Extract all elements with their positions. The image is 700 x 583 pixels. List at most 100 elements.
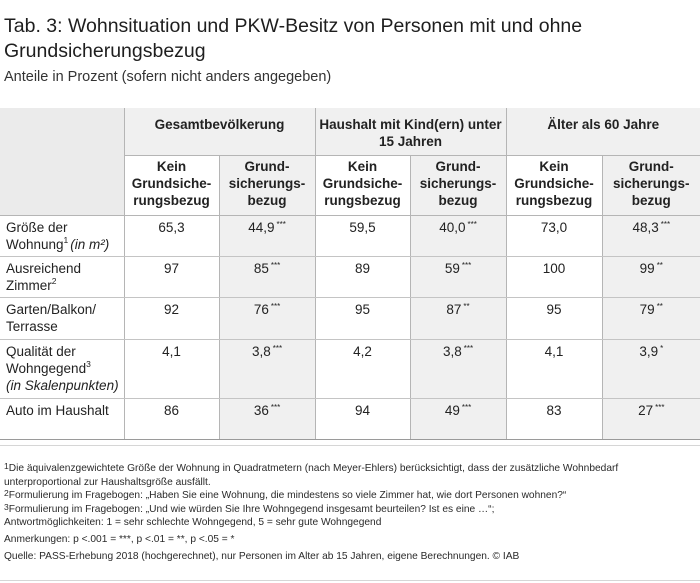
row-label-footnote-marker: 2 — [51, 275, 57, 286]
subheader-bezug: Grund­sicherungs­bezug — [218, 155, 316, 215]
cell-value: 59,5 — [349, 219, 376, 235]
footnote-3-answers: Antwortmöglichkeiten: 1 = sehr schlechte… — [4, 517, 382, 529]
cell-value: 49 — [444, 402, 460, 418]
table-cell: 95 — [314, 297, 411, 340]
table-cell: 59,5 — [314, 215, 411, 257]
row-label-unit: (in m²) — [70, 236, 110, 252]
row-label-text: Ausreichend Zimmer — [6, 260, 82, 293]
table-cell: 40,0 *** — [409, 215, 507, 257]
table-cell: 97 — [123, 256, 219, 298]
cell-value: 95 — [546, 301, 562, 317]
cell-value: 44,9 — [248, 219, 275, 235]
table-cell: 3,9 * — [601, 339, 700, 399]
table-cell: 100 — [505, 256, 603, 298]
footnote-3-marker: 3 — [4, 501, 9, 512]
table-cell: 92 — [123, 297, 219, 340]
cell-value: 4,2 — [353, 343, 372, 359]
footnote-2-marker: 2 — [4, 488, 9, 499]
cell-value: 3,8 — [442, 343, 462, 359]
subheader-kein: Kein Grundsiche­rungsbezug — [123, 155, 219, 215]
source: Quelle: PASS-Erhebung 2018 (hochgerechne… — [4, 550, 520, 562]
cell-value: 27 — [638, 402, 654, 418]
significance-marker: *** — [461, 260, 472, 270]
table-cell: 79 ** — [601, 297, 700, 340]
cell-value: 4,1 — [544, 343, 564, 359]
cell-value: 86 — [163, 402, 180, 418]
table-cell: 44,9 *** — [218, 215, 316, 257]
cell-value: 76 — [253, 301, 269, 317]
cell-value: 92 — [163, 301, 180, 317]
cell-value: 4,1 — [162, 343, 181, 359]
footnote-2-text: Formulierung im Fragebogen: „Haben Sie e… — [8, 490, 567, 502]
table-subtitle: Anteile in Prozent (sofern nicht anders … — [4, 69, 332, 85]
significance-marker: *** — [270, 260, 281, 270]
footnote-1-text: Die äquivalenzgewichtete Größe der Wohnu… — [4, 463, 619, 488]
footnote-1-marker: 1 — [4, 461, 9, 471]
footnotes: 1Die äquivalenzgewichtete Größe der Wohn… — [4, 461, 694, 563]
footnote-2: 2Formulierung im Fragebogen: „Haben Sie … — [4, 488, 694, 503]
cell-value: 79 — [639, 301, 655, 317]
significance-marker: *** — [467, 219, 477, 229]
remarks: Anmerkungen: p <.001 = ***, p <.01 = **,… — [4, 533, 235, 545]
cell-value: 87 — [446, 301, 462, 317]
footnote-3-text: Formulierung im Fragebogen: „Und wie wür… — [8, 503, 495, 515]
table-cell: 73,0 — [505, 215, 603, 257]
table-cell: 89 — [314, 256, 411, 298]
table-row: Qualität der Wohngegend3 (in Skalenpunkte… — [0, 339, 700, 399]
table-cell: 87 ** — [409, 297, 507, 340]
group-header-gesamt: Gesamtbevölkerung — [123, 108, 316, 156]
significance-marker: *** — [655, 402, 665, 412]
table-cell: 86 — [123, 398, 219, 440]
significance-marker: ** — [463, 301, 470, 311]
table-cell: 48,3 *** — [601, 215, 700, 257]
cell-value: 36 — [253, 402, 269, 418]
data-table: Gesamtbevölkerung Haushalt mit Kind(ern)… — [0, 108, 700, 440]
row-label-text: Auto im Haushalt — [6, 402, 109, 418]
table-cell: 49 *** — [409, 398, 507, 440]
cell-value: 94 — [355, 402, 371, 418]
subheader-kein: Kein Grundsiche­rungsbezug — [505, 155, 603, 215]
row-label-footnote-marker: 3 — [86, 358, 91, 369]
cell-value: 89 — [355, 260, 371, 276]
header-corner — [0, 108, 124, 155]
table-cell: 4,1 — [123, 339, 219, 399]
cell-value: 48,3 — [632, 219, 659, 235]
cell-value: 65,3 — [158, 219, 185, 235]
cell-value: 95 — [355, 301, 371, 317]
table-cell: 76 *** — [218, 297, 316, 340]
table-cell: 85 *** — [218, 256, 316, 298]
table-row: Garten/Balkon/ Terrasse 92 76 *** 95 87 ** 95 79… — [0, 297, 700, 340]
significance-marker: *** — [270, 301, 281, 311]
group-header-kind: Haushalt mit Kind(ern) unter 15 Jahren — [314, 108, 507, 156]
divider-top — [0, 445, 700, 446]
subheader-corner — [0, 155, 124, 215]
row-label: Garten/Balkon/ Terrasse — [0, 297, 124, 340]
table-cell: 83 — [505, 398, 603, 440]
significance-marker: *** — [272, 343, 283, 353]
cell-value: 85 — [253, 260, 269, 276]
table-cell: 4,2 — [314, 339, 411, 399]
row-label-text: Garten/Balkon/ Terrasse — [6, 301, 97, 334]
subheader-bezug: Grund­sicherungs­bezug — [409, 155, 507, 215]
row-label: Auto im Haushalt — [0, 398, 124, 440]
row-label-text: Größe der Wohnung — [6, 219, 68, 252]
significance-marker: * — [660, 343, 664, 353]
row-label-text: Qualität der Wohngegend — [6, 343, 87, 376]
cell-value: 100 — [542, 260, 566, 276]
footnote-1: 1Die äquivalenzgewichtete Größe der Wohn… — [4, 461, 694, 489]
table-cell: 36 *** — [218, 398, 316, 440]
row-label-unit: (in Skalenpunkten) — [6, 377, 119, 393]
table-row: Auto im Haushalt 86 36 *** 94 49 *** 83 27 *** — [0, 398, 700, 440]
divider-bottom — [0, 580, 700, 581]
significance-marker: ** — [656, 301, 663, 311]
table-cell: 3,8 *** — [218, 339, 316, 399]
significance-marker: *** — [463, 343, 474, 353]
table-cell: 3,8 *** — [409, 339, 507, 399]
significance-marker: *** — [461, 402, 472, 412]
row-label: Größe der Wohnung1 (in m²) — [0, 215, 124, 257]
cell-value: 3,8 — [251, 343, 271, 359]
cell-value: 99 — [639, 260, 655, 276]
table-cell: 95 — [505, 297, 603, 340]
table-cell: 59 *** — [409, 256, 507, 298]
cell-value: 40,0 — [439, 219, 466, 235]
